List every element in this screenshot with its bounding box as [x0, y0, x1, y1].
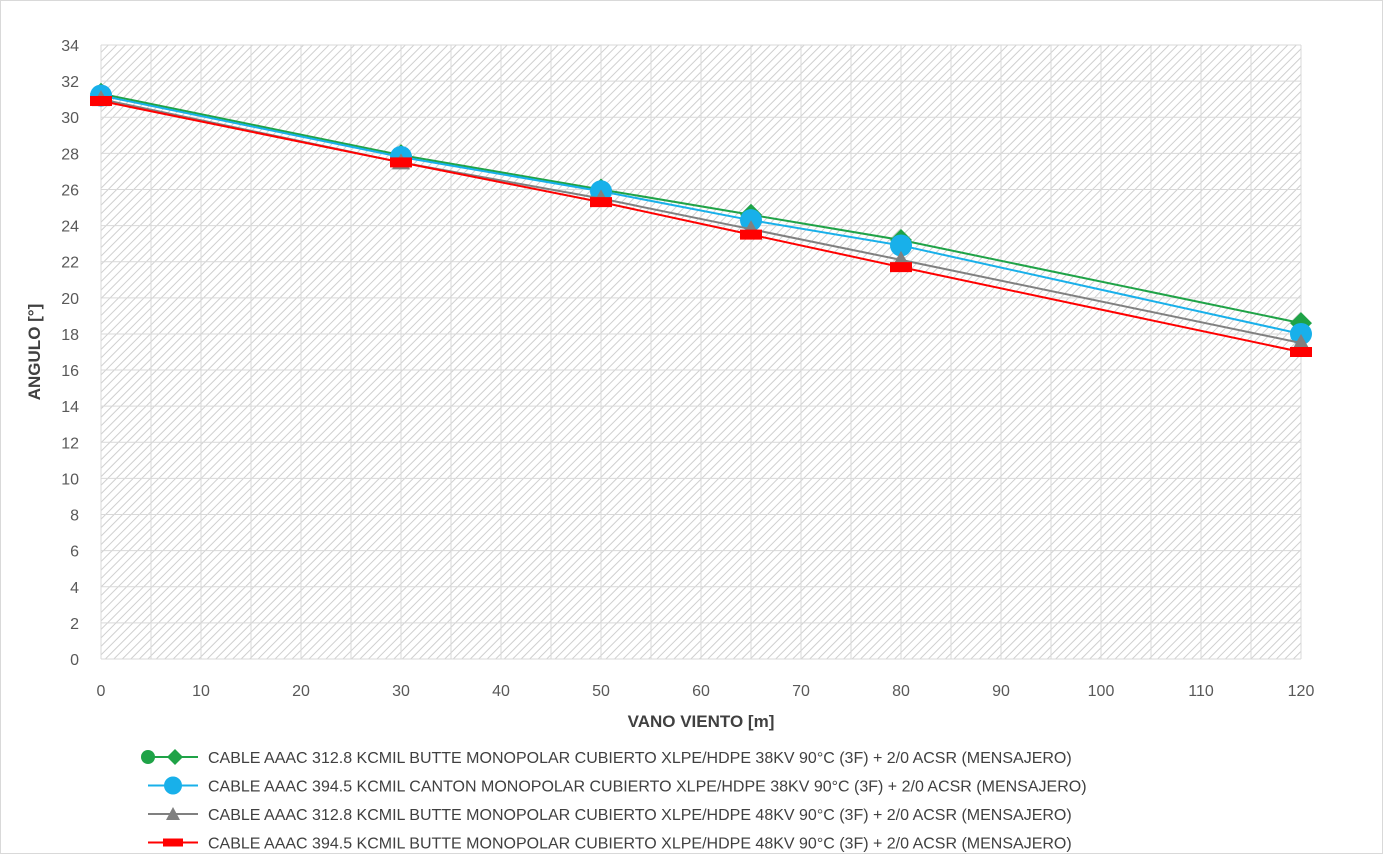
data-point — [590, 197, 612, 208]
legend-label: CABLE AAAC 394.5 KCMIL CANTON MONOPOLAR … — [208, 779, 1087, 796]
legend-marker — [167, 749, 183, 765]
series-4 — [90, 95, 1312, 357]
x-tick-label: 60 — [692, 683, 710, 700]
y-tick-label: 12 — [61, 435, 79, 452]
y-tick-label: 14 — [61, 399, 79, 416]
data-point — [1290, 347, 1312, 357]
legend-entry: CABLE AAAC 312.8 KCMIL BUTTE MONOPOLAR C… — [141, 749, 1072, 767]
legend-label: CABLE AAAC 312.8 KCMIL BUTTE MONOPOLAR C… — [208, 807, 1072, 824]
legend-entry: CABLE AAAC 394.5 KCMIL BUTTE MONOPOLAR C… — [148, 836, 1072, 853]
legend-entry: CABLE AAAC 312.8 KCMIL BUTTE MONOPOLAR C… — [148, 807, 1072, 824]
y-tick-label: 6 — [70, 544, 79, 561]
legend-marker — [163, 838, 183, 847]
x-tick-label: 80 — [892, 683, 910, 700]
x-tick-label: 10 — [192, 683, 210, 700]
y-tick-label: 20 — [61, 291, 79, 308]
x-tick-label: 70 — [792, 683, 810, 700]
grid — [100, 44, 1302, 660]
y-tick-label: 28 — [61, 146, 79, 163]
series-group — [90, 82, 1312, 357]
data-point — [890, 262, 912, 273]
y-tick-label: 2 — [70, 616, 79, 633]
y-tick-label: 22 — [61, 255, 79, 272]
y-tick-label: 18 — [61, 327, 79, 344]
x-tick-label: 110 — [1188, 683, 1214, 700]
x-tick-label: 30 — [392, 683, 410, 700]
legend-marker — [166, 807, 180, 820]
y-tick-label: 0 — [70, 652, 79, 669]
x-axis-title: VANO VIENTO [m] — [628, 712, 775, 731]
data-point — [390, 157, 412, 168]
x-tick-label: 50 — [592, 683, 610, 700]
y-tick-label: 24 — [61, 219, 79, 236]
legend-label: CABLE AAAC 394.5 KCMIL BUTTE MONOPOLAR C… — [208, 836, 1072, 853]
series-line — [100, 92, 1302, 325]
data-point — [1290, 322, 1312, 345]
legend-entry: CABLE AAAC 394.5 KCMIL CANTON MONOPOLAR … — [148, 776, 1087, 796]
x-tick-label: 0 — [97, 683, 106, 700]
legend-marker — [141, 750, 155, 764]
x-tick-label: 40 — [492, 683, 510, 700]
data-point — [740, 229, 762, 240]
x-tick-label: 20 — [292, 683, 310, 700]
y-tick-label: 4 — [70, 580, 79, 597]
y-tick-label: 30 — [61, 110, 79, 127]
x-tick-label: 100 — [1088, 683, 1115, 700]
y-tick-label: 8 — [70, 508, 79, 525]
legend-label: CABLE AAAC 312.8 KCMIL BUTTE MONOPOLAR C… — [208, 750, 1072, 767]
y-axis-title: ANGULO [°] — [25, 304, 44, 401]
data-point — [890, 234, 912, 257]
y-tick-label: 34 — [61, 38, 79, 55]
y-tick-label: 16 — [61, 363, 79, 380]
x-tick-label: 120 — [1288, 683, 1315, 700]
x-tick-label: 90 — [992, 683, 1010, 700]
y-tick-label: 32 — [61, 74, 79, 91]
data-point — [740, 209, 762, 232]
data-point — [90, 95, 112, 106]
legend-marker — [164, 776, 182, 795]
y-tick-label: 10 — [61, 471, 79, 488]
legend: CABLE AAAC 312.8 KCMIL BUTTE MONOPOLAR C… — [141, 749, 1087, 853]
data-point — [1292, 333, 1310, 350]
y-tick-label: 26 — [61, 182, 79, 199]
series-line — [100, 100, 1302, 353]
series-line — [100, 94, 1302, 335]
x-axis-ticks: 0 10 20 30 40 50 60 70 80 90 100 110 120 — [97, 683, 1315, 700]
